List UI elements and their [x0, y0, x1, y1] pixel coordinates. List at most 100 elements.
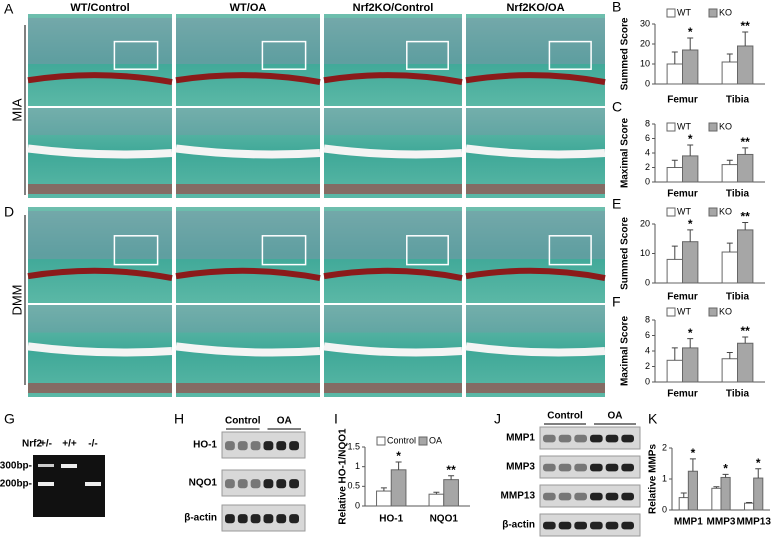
- bar: [443, 479, 459, 507]
- joint-space: [323, 342, 463, 357]
- cartilage-band: [175, 72, 321, 86]
- y-tick-label: 0: [355, 500, 360, 510]
- blot-row-label: NQO1: [189, 478, 218, 489]
- y-tick-label: 1: [355, 461, 360, 471]
- blot-band: [574, 492, 587, 501]
- bar: [678, 497, 689, 511]
- error-bar: [395, 461, 402, 470]
- significance: *: [688, 132, 693, 146]
- y-tick-label: 4: [645, 147, 650, 157]
- legend-swatch: [666, 207, 676, 217]
- inset-box: [548, 40, 592, 70]
- blot-band: [225, 514, 235, 524]
- error-bar: [671, 245, 678, 260]
- error-bar: [687, 37, 694, 50]
- blot-band: [263, 514, 274, 524]
- error-bar: [742, 222, 749, 230]
- legend-swatch: [666, 307, 676, 317]
- y-tick-label: 1: [662, 473, 667, 483]
- inset-box: [261, 40, 307, 70]
- cartilage-band: [465, 267, 606, 281]
- significance: *: [688, 217, 693, 231]
- column-header: WT/OA: [230, 2, 267, 14]
- bone-texture: [176, 305, 320, 333]
- bone-texture: [466, 305, 605, 333]
- bar: [390, 469, 407, 507]
- bar: [744, 502, 755, 511]
- blot-band: [605, 434, 619, 443]
- legend-swatch: [666, 122, 676, 132]
- blot-band: [621, 434, 634, 443]
- panel-letter: I: [334, 411, 338, 427]
- x-tick-label: NQO1: [430, 514, 459, 525]
- inset-box: [113, 40, 159, 70]
- error-bar: [726, 159, 733, 165]
- blot-band: [263, 441, 274, 451]
- blot-band: [621, 521, 634, 530]
- blot-group: Control: [547, 411, 583, 422]
- y-axis-label: Summed Score: [620, 17, 631, 90]
- inset-box: [406, 40, 449, 70]
- y-tick-label: 20: [640, 38, 650, 48]
- blot-band: [558, 463, 572, 472]
- legend-label: OA: [429, 435, 442, 445]
- blot-band: [289, 441, 299, 451]
- x-tick-label: Femur: [667, 292, 698, 303]
- bone-texture: [324, 211, 462, 259]
- joint-space: [465, 342, 606, 357]
- bar: [687, 470, 698, 511]
- blot-row-label: β-actin: [184, 513, 217, 524]
- panel-letter: A: [4, 1, 14, 17]
- bar: [666, 359, 683, 383]
- column-header: WT/Control: [70, 2, 129, 14]
- bone-texture: [466, 211, 605, 259]
- panel-letter: B: [612, 0, 621, 15]
- y-tick-label: 1.5: [347, 441, 360, 451]
- y-axis-label: Maximal Score: [620, 118, 631, 188]
- bar: [737, 45, 754, 85]
- y-axis-label: Relative MMPs: [648, 444, 659, 514]
- blot-band: [605, 521, 619, 530]
- legend-label: KO: [719, 7, 732, 17]
- y-tick-label: 0: [645, 176, 650, 186]
- bar: [666, 167, 683, 183]
- gel-lane: -/-: [88, 439, 97, 450]
- panel-letter: C: [612, 99, 622, 115]
- y-tick-label: 4: [645, 345, 650, 355]
- error-bar: [433, 491, 440, 495]
- bar: [666, 258, 683, 284]
- bone-texture: [466, 108, 605, 135]
- inset-box: [406, 235, 449, 266]
- blot-group: Control: [225, 416, 261, 427]
- stain-band: [466, 383, 605, 393]
- y-tick-label: 10: [640, 248, 650, 258]
- cartilage-band: [175, 267, 321, 281]
- x-tick-label: HO-1: [379, 514, 403, 525]
- inset-box: [548, 235, 592, 266]
- blot-band: [590, 521, 603, 530]
- x-tick-label: Tibia: [726, 95, 750, 106]
- bone-texture: [176, 108, 320, 135]
- inset-box: [261, 235, 307, 266]
- y-tick-label: 6: [645, 330, 650, 340]
- y-axis-label: Summed Score: [620, 217, 631, 290]
- error-bar: [680, 492, 687, 498]
- y-tick-label: 0: [662, 504, 667, 514]
- joint-space: [175, 342, 321, 357]
- blot-band: [590, 463, 603, 472]
- gel-lane: +/-: [40, 439, 52, 450]
- western-blots: [221, 426, 641, 537]
- significance: **: [741, 210, 751, 224]
- x-tick-label: MMP1: [674, 517, 703, 528]
- error-bar: [671, 347, 678, 361]
- error-bar: [687, 229, 694, 242]
- cartilage-band: [465, 72, 606, 86]
- inset-box: [113, 235, 159, 266]
- error-bar: [671, 51, 678, 64]
- panel-letter: F: [612, 294, 621, 310]
- stain-band: [324, 383, 462, 393]
- bar: [711, 487, 722, 511]
- y-tick-label: 6: [645, 133, 650, 143]
- legend-label: KO: [719, 206, 732, 216]
- blot-band: [543, 463, 556, 472]
